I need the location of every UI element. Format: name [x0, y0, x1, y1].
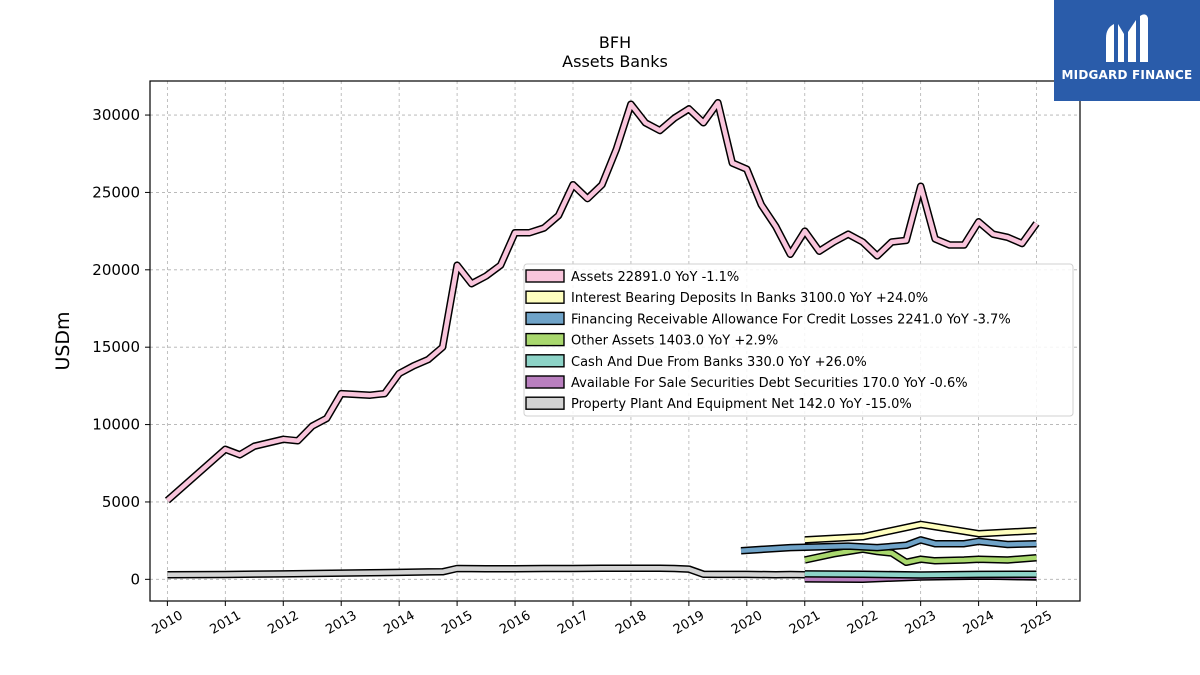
y-tick-label: 30000: [92, 106, 140, 124]
y-tick-label: 10000: [92, 416, 140, 434]
legend-label: Available For Sale Securities Debt Secur…: [571, 376, 968, 391]
legend-item: Other Assets 1403.0 YoY +2.9%: [525, 332, 778, 349]
legend-swatch: [525, 354, 565, 368]
x-tick-label: 2017: [555, 608, 591, 638]
x-tick-label: 2013: [323, 608, 359, 638]
y-tick-label: 5000: [102, 493, 140, 511]
legend-swatch: [525, 311, 565, 326]
series-lines: [164, 98, 1040, 583]
x-tick-label: 2021: [787, 608, 823, 638]
x-tick-label: 2025: [1019, 608, 1055, 638]
series-assets: [164, 98, 1040, 504]
x-tick-label: 2023: [903, 608, 939, 638]
x-tick-label: 2016: [497, 608, 533, 638]
series-financing-receivable-allowance-for-credit-losses: [740, 536, 1037, 555]
legend: Assets 22891.0 YoY -1.1% Interest Bearing…: [523, 263, 1074, 417]
x-tick-label: 2014: [381, 608, 417, 638]
series-line: [804, 522, 1037, 543]
logo-mark-icon: [1106, 14, 1148, 62]
chart-title: BFH: [599, 33, 631, 52]
legend-label: Interest Bearing Deposits In Banks 3100.…: [571, 291, 928, 306]
x-tick-label: 2015: [439, 608, 475, 638]
x-tick-label: 2019: [671, 608, 707, 638]
y-tick-label: 15000: [92, 338, 140, 356]
chart-subtitle: Assets Banks: [562, 52, 668, 71]
brand-logo: MIDGARD FINANCE: [1054, 0, 1200, 101]
logo-text: MIDGARD FINANCE: [1061, 68, 1193, 82]
legend-item: Available For Sale Securities Debt Secur…: [525, 375, 968, 391]
y-tick-label: 20000: [92, 261, 140, 279]
legend-swatch: [525, 269, 565, 283]
x-tick-label: 2010: [150, 608, 186, 638]
x-tick-label: 2012: [265, 608, 301, 638]
legend-label: Other Assets 1403.0 YoY +2.9%: [571, 334, 778, 349]
y-tick-label: 25000: [92, 183, 140, 201]
legend-label: Financing Receivable Allowance For Credi…: [571, 312, 1011, 327]
y-axis-label: USDm: [52, 311, 74, 370]
legend-label: Cash And Due From Banks 330.0 YoY +26.0%: [571, 355, 867, 370]
legend-item: Financing Receivable Allowance For Credi…: [525, 311, 1011, 327]
series-line: [165, 100, 1039, 503]
legend-label: Property Plant And Equipment Net 142.0 Y…: [571, 397, 912, 412]
legend-swatch: [525, 290, 565, 304]
plot-frame: [149, 80, 1081, 602]
series-line: [804, 571, 1037, 578]
legend-item: Assets 22891.0 YoY -1.1%: [525, 269, 739, 285]
legend-item: Cash And Due From Banks 330.0 YoY +26.0%: [525, 354, 867, 370]
x-tick-label: 2018: [613, 608, 649, 638]
x-tick-label: 2024: [961, 608, 997, 638]
series-line: [740, 537, 1037, 553]
x-tick-label: 2011: [207, 608, 243, 638]
series-interest-bearing-deposits-in-banks: [804, 520, 1037, 544]
legend-swatch: [525, 375, 565, 389]
x-tick-label: 2020: [729, 608, 765, 638]
y-tick-label: 0: [130, 570, 140, 588]
x-tick-label: 2022: [845, 608, 881, 638]
legend-box: [523, 263, 1074, 417]
legend-swatch: [525, 396, 565, 410]
legend-item: Property Plant And Equipment Net 142.0 Y…: [525, 396, 912, 412]
legend-label: Assets 22891.0 YoY -1.1%: [571, 270, 739, 285]
legend-item: Interest Bearing Deposits In Banks 3100.…: [525, 290, 928, 306]
legend-swatch: [525, 332, 565, 347]
series-cash-and-due-from-banks: [804, 570, 1037, 579]
